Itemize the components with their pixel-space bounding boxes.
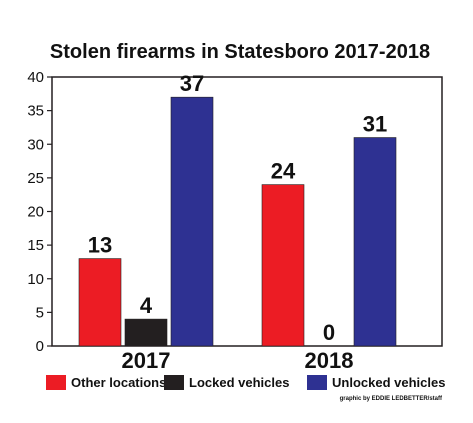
bar-unlocked-vehicles-2018 — [353, 137, 397, 347]
legend: Other locations Locked vehicles Unlocked v… — [46, 375, 445, 390]
data-label: 37 — [180, 71, 204, 96]
y-tick-label: 35 — [27, 103, 44, 120]
y-tick-label: 30 — [27, 136, 44, 153]
chart-title: Stolen firearms in Statesboro 2017-2018 — [50, 41, 430, 63]
data-label: 24 — [271, 159, 296, 184]
y-tick-label: 15 — [27, 237, 44, 254]
legend-swatch — [46, 375, 66, 390]
credit-text: graphic by EDDIE LEDBETTER/staff — [340, 396, 443, 402]
data-label: 31 — [363, 112, 387, 137]
y-tick-label: 20 — [27, 204, 44, 221]
bar-locked-vehicles-2017 — [124, 318, 168, 347]
legend-label: Other locations — [71, 375, 166, 390]
y-tick-label: 0 — [36, 338, 44, 355]
bar-other-locations-2018 — [261, 184, 305, 347]
y-tick-label: 40 — [27, 69, 44, 86]
y-tick-label: 5 — [36, 304, 44, 321]
y-tick-label: 10 — [27, 271, 44, 288]
data-label: 0 — [323, 320, 335, 345]
legend-label: Locked vehicles — [189, 375, 289, 390]
legend-label: Unlocked vehicles — [332, 375, 445, 390]
category-label: 2018 — [305, 348, 354, 373]
bar-other-locations-2017 — [78, 258, 122, 347]
data-label: 4 — [140, 293, 153, 318]
y-tick-label: 25 — [27, 170, 44, 187]
bar-unlocked-vehicles-2017 — [170, 96, 214, 347]
category-label: 2017 — [122, 348, 171, 373]
legend-swatch — [307, 375, 327, 390]
data-label: 13 — [88, 233, 112, 258]
plot-area: 0 5 10 15 20 25 30 35 40 13 4 37 2017 24 0 31 2018 — [27, 69, 443, 373]
legend-swatch — [164, 375, 184, 390]
